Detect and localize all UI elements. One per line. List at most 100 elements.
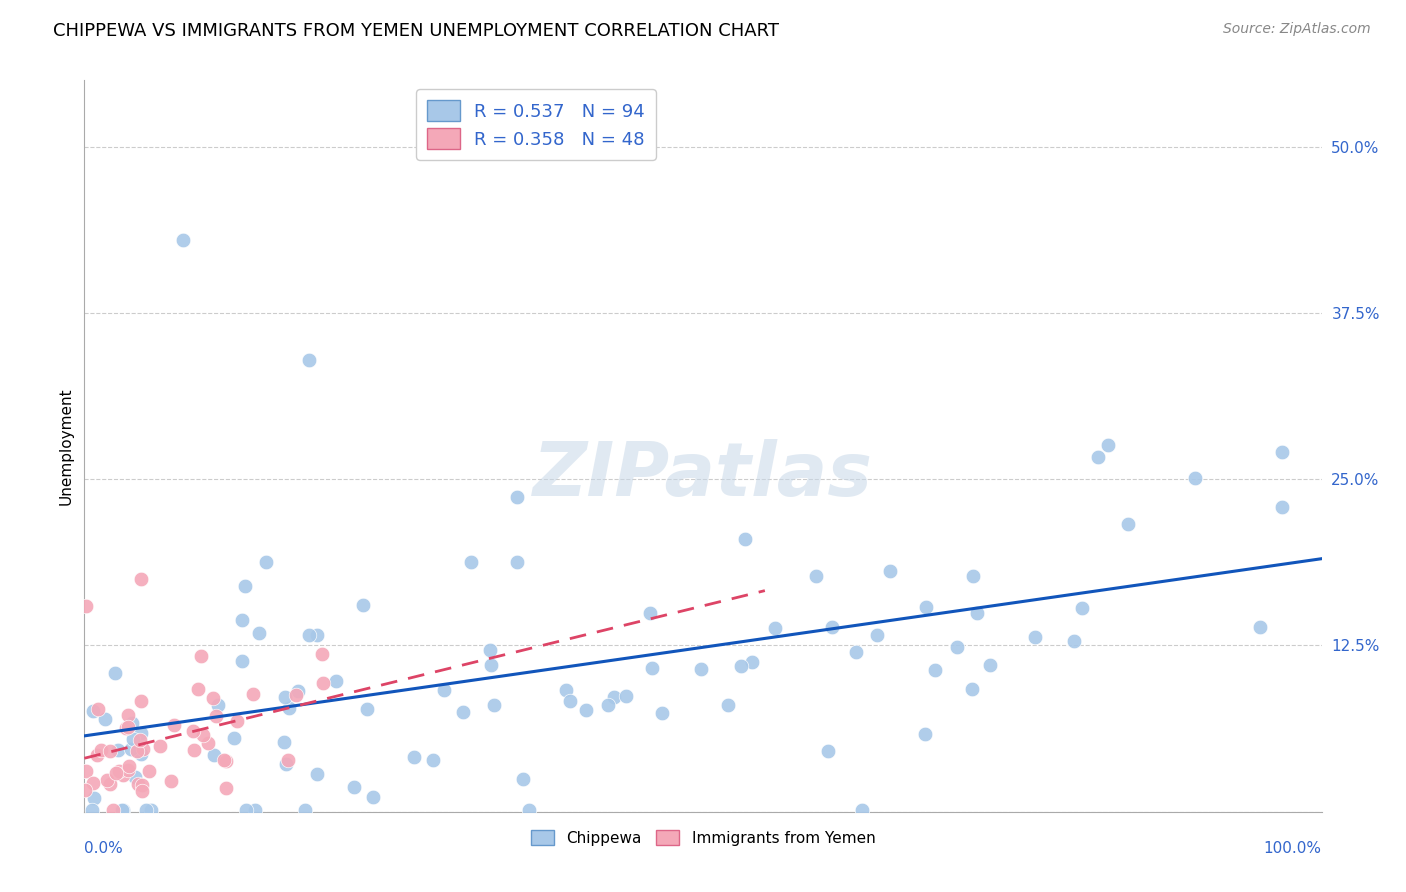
Point [138,764,160,779]
Point [307,767,329,781]
Point [212,753,235,767]
Point [274,690,297,704]
Point [163,718,186,732]
Point [616,689,638,703]
Point [127,777,149,791]
Point [845,645,868,659]
Text: CHIPPEWA VS IMMIGRANTS FROM YEMEN UNEMPLOYMENT CORRELATION CHART: CHIPPEWA VS IMMIGRANTS FROM YEMEN UNEMPL… [53,22,779,40]
Point [479,657,502,672]
Point [575,703,598,717]
Point [1116,517,1139,532]
Point [879,564,901,578]
Point [506,491,529,505]
Point [273,735,295,749]
Point [287,684,309,698]
Point [160,774,183,789]
Y-axis label: Unemployment: Unemployment [58,387,73,505]
Point [124,770,146,784]
Point [1097,438,1119,452]
Point [187,682,209,697]
Text: ZIPatlas: ZIPatlas [533,439,873,512]
Point [83,791,105,805]
Legend: Chippewa, Immigrants from Yemen: Chippewa, Immigrants from Yemen [524,823,882,852]
Point [204,709,226,723]
Point [1271,445,1294,459]
Point [460,555,482,569]
Point [915,599,938,614]
Point [1071,600,1094,615]
Point [866,627,889,641]
Point [128,732,150,747]
Point [422,753,444,767]
Point [451,705,474,719]
Point [111,768,134,782]
Point [361,790,384,805]
Point [284,689,307,703]
Point [104,766,127,780]
Point [202,747,225,762]
Point [763,621,786,635]
Point [107,743,129,757]
Point [914,727,936,741]
Point [1087,450,1109,465]
Point [86,747,108,762]
Point [924,663,946,677]
Point [356,701,378,715]
Point [1249,620,1271,634]
Point [141,804,163,818]
Point [191,728,214,742]
Point [352,599,374,613]
Point [560,693,582,707]
Point [94,712,117,726]
Point [506,555,529,569]
Point [821,620,844,634]
Point [233,578,256,592]
Point [402,749,425,764]
Point [172,233,194,247]
Point [554,683,576,698]
Point [129,747,152,761]
Point [804,569,827,583]
Point [979,657,1001,672]
Point [966,606,988,620]
Point [640,606,662,620]
Point [98,744,121,758]
Point [277,753,299,767]
Point [298,352,321,367]
Point [107,764,129,778]
Point [312,675,335,690]
Point [183,743,205,757]
Point [254,555,277,569]
Point [730,659,752,673]
Point [122,732,145,747]
Point [110,804,132,818]
Point [1024,630,1046,644]
Point [207,698,229,713]
Point [121,715,143,730]
Point [651,706,673,721]
Point [115,721,138,735]
Point [433,683,456,698]
Point [960,681,983,696]
Point [640,660,662,674]
Point [512,772,534,786]
Point [215,781,238,796]
Point [690,662,713,676]
Point [90,743,112,757]
Text: 100.0%: 100.0% [1264,841,1322,856]
Point [243,804,266,818]
Point [104,665,127,680]
Point [131,778,153,792]
Point [962,569,984,583]
Point [717,698,740,712]
Point [603,690,626,705]
Point [325,673,347,688]
Point [127,744,149,758]
Point [75,783,97,797]
Point [101,804,124,818]
Point [82,776,104,790]
Point [307,628,329,642]
Point [226,714,249,728]
Point [294,804,316,818]
Point [298,628,321,642]
